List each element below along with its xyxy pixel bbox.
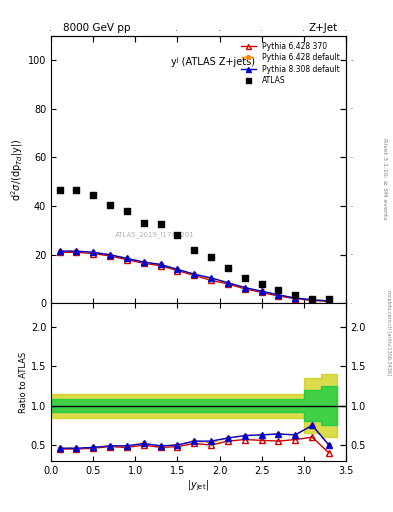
ATLAS: [292, 291, 298, 299]
Pythia 6.428 default: [310, 296, 314, 303]
Text: yʲ (ATLAS Z+jets): yʲ (ATLAS Z+jets): [171, 57, 255, 67]
Pythia 6.428 370: [141, 260, 146, 266]
Pythia 8.308 default: [91, 249, 95, 255]
Pythia 6.428 370: [57, 249, 62, 255]
Y-axis label: Ratio to ATLAS: Ratio to ATLAS: [19, 351, 28, 413]
ATLAS: [208, 253, 214, 261]
Pythia 6.428 370: [259, 289, 264, 295]
Pythia 8.308 default: [158, 262, 163, 268]
Pythia 8.308 default: [242, 285, 247, 291]
Pythia 6.428 default: [242, 285, 247, 291]
Line: Pythia 6.428 370: Pythia 6.428 370: [57, 249, 332, 304]
Pythia 6.428 370: [327, 298, 331, 305]
Pythia 6.428 default: [276, 292, 281, 298]
Pythia 6.428 default: [259, 288, 264, 294]
X-axis label: $|y_\mathrm{jet}|$: $|y_\mathrm{jet}|$: [187, 478, 209, 493]
Pythia 8.308 default: [74, 248, 79, 254]
Pythia 6.428 default: [57, 248, 62, 254]
ATLAS: [124, 207, 130, 215]
Pythia 8.308 default: [259, 288, 264, 294]
Line: Pythia 6.428 default: Pythia 6.428 default: [57, 249, 331, 303]
Pythia 8.308 default: [310, 296, 314, 303]
Pythia 8.308 default: [175, 266, 180, 272]
Pythia 6.428 370: [209, 277, 213, 283]
Pythia 6.428 default: [327, 298, 331, 304]
ATLAS: [56, 186, 62, 195]
Pythia 8.308 default: [293, 295, 298, 301]
Pythia 8.308 default: [125, 255, 129, 262]
Pythia 6.428 370: [125, 257, 129, 263]
Pythia 6.428 370: [276, 293, 281, 299]
ATLAS: [191, 246, 197, 254]
Line: Pythia 8.308 default: Pythia 8.308 default: [57, 248, 332, 304]
Pythia 6.428 370: [242, 286, 247, 292]
ATLAS: [225, 264, 231, 272]
ATLAS: [107, 201, 113, 209]
Pythia 6.428 default: [108, 252, 112, 258]
Pythia 6.428 370: [158, 263, 163, 269]
Pythia 6.428 default: [125, 255, 129, 262]
Pythia 6.428 default: [192, 271, 196, 278]
ATLAS: [309, 294, 315, 303]
Pythia 6.428 default: [141, 259, 146, 265]
Pythia 8.308 default: [57, 248, 62, 254]
Text: Z+Jet: Z+Jet: [309, 23, 338, 33]
Pythia 8.308 default: [276, 292, 281, 298]
Pythia 8.308 default: [108, 252, 112, 258]
Pythia 6.428 370: [91, 250, 95, 257]
Pythia 6.428 370: [108, 253, 112, 259]
Pythia 8.308 default: [209, 275, 213, 281]
Pythia 8.308 default: [327, 298, 331, 304]
Text: Rivet 3.1.10, ≥ 3M events: Rivet 3.1.10, ≥ 3M events: [382, 138, 387, 220]
Text: 8000 GeV pp: 8000 GeV pp: [63, 23, 130, 33]
Pythia 6.428 370: [310, 297, 314, 304]
Legend: Pythia 6.428 370, Pythia 6.428 default, Pythia 8.308 default, ATLAS: Pythia 6.428 370, Pythia 6.428 default, …: [238, 39, 342, 87]
ATLAS: [242, 274, 248, 282]
Pythia 6.428 370: [74, 249, 79, 255]
Y-axis label: d$^2\sigma$/(dp$_{Td}$|y|): d$^2\sigma$/(dp$_{Td}$|y|): [9, 138, 25, 201]
Pythia 6.428 370: [192, 272, 196, 279]
ATLAS: [275, 286, 282, 294]
ATLAS: [141, 219, 147, 227]
Pythia 6.428 370: [226, 281, 230, 287]
Pythia 8.308 default: [226, 280, 230, 286]
Pythia 6.428 default: [91, 249, 95, 255]
ATLAS: [158, 220, 164, 228]
Pythia 8.308 default: [192, 271, 196, 278]
Text: mcplots.cern.ch [arXiv:1306.3436]: mcplots.cern.ch [arXiv:1306.3436]: [386, 290, 391, 375]
Text: ATLAS_2019_I1744201: ATLAS_2019_I1744201: [114, 231, 194, 238]
Pythia 6.428 default: [226, 280, 230, 286]
Pythia 6.428 370: [175, 267, 180, 273]
ATLAS: [90, 191, 96, 199]
Pythia 6.428 default: [209, 276, 213, 282]
Pythia 6.428 default: [175, 266, 180, 272]
Pythia 6.428 370: [293, 295, 298, 302]
ATLAS: [326, 294, 332, 303]
ATLAS: [259, 280, 265, 288]
Pythia 6.428 default: [158, 262, 163, 268]
ATLAS: [174, 231, 180, 240]
ATLAS: [73, 186, 79, 195]
Pythia 6.428 default: [293, 295, 298, 301]
Pythia 6.428 default: [74, 248, 79, 254]
Pythia 8.308 default: [141, 259, 146, 265]
